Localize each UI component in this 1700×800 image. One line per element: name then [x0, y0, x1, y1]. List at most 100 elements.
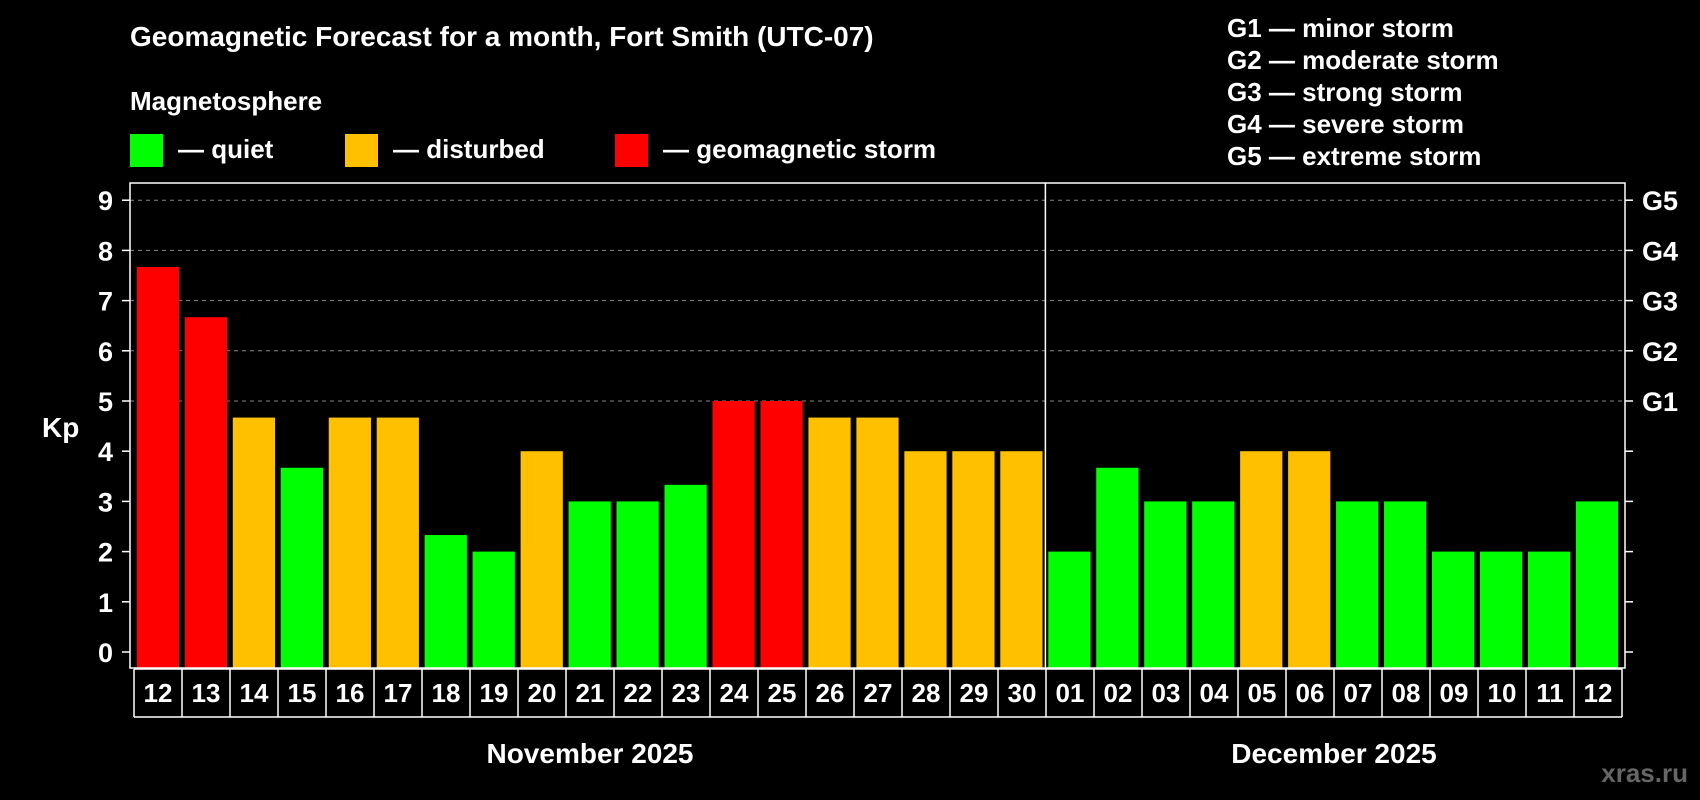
grid — [130, 199, 1625, 402]
right-axis-label-g2: G2 — [1642, 337, 1678, 367]
bar-29 — [1527, 551, 1571, 668]
watermark: xras.ru — [1601, 758, 1688, 788]
bar-15 — [856, 417, 899, 668]
legend-label: — geomagnetic storm — [663, 134, 936, 164]
storm-scale-item: G2 — moderate storm — [1227, 45, 1499, 75]
bar-13 — [760, 401, 803, 668]
y-tick-label: 3 — [98, 487, 113, 517]
bar-5 — [376, 417, 419, 668]
bar-27 — [1432, 551, 1475, 668]
right-axis-label-g4: G4 — [1642, 236, 1678, 266]
x-tick-label: 01 — [1056, 678, 1085, 708]
y-tick-label: 0 — [98, 638, 113, 668]
x-tick-label: 13 — [192, 678, 221, 708]
chart-title: Geomagnetic Forecast for a month, Fort S… — [130, 21, 874, 52]
x-tick-label: 28 — [912, 678, 941, 708]
bar-9 — [568, 501, 611, 668]
x-tick-label: 11 — [1536, 678, 1564, 708]
bar-21 — [1144, 501, 1187, 668]
bar-4 — [328, 417, 371, 668]
bar-2 — [232, 417, 276, 668]
right-axis-label-g5: G5 — [1642, 186, 1678, 216]
x-tick-label: 03 — [1152, 678, 1181, 708]
x-tick-label: 15 — [288, 678, 317, 708]
month-labels: November 2025 December 2025 — [486, 738, 1436, 769]
bar-11 — [664, 484, 707, 668]
right-axis-label-g3: G3 — [1642, 287, 1678, 317]
bar-1 — [184, 317, 228, 668]
x-tick-label: 04 — [1200, 678, 1229, 708]
x-tick-label: 24 — [720, 678, 749, 708]
y-tick-label: 2 — [98, 538, 113, 568]
bar-17 — [952, 451, 995, 668]
bar-19 — [1048, 551, 1091, 668]
x-tick-label: 18 — [432, 678, 461, 708]
bar-14 — [808, 417, 851, 668]
storm-scale-item: G5 — extreme storm — [1227, 141, 1481, 171]
x-tick-label: 30 — [1008, 678, 1037, 708]
bar-6 — [424, 535, 467, 668]
plot-frame — [129, 182, 1626, 669]
x-tick-label: 19 — [480, 678, 509, 708]
bar-20 — [1096, 467, 1139, 668]
y-tick-label: 5 — [98, 387, 113, 417]
legend-label: — quiet — [178, 134, 274, 164]
bars — [136, 266, 1619, 668]
month-label: November 2025 — [486, 738, 693, 769]
x-tick-label: 08 — [1392, 678, 1421, 708]
storm-scale-item: G4 — severe storm — [1227, 109, 1464, 139]
right-axis-label-g1: G1 — [1642, 387, 1678, 417]
x-tick-label: 29 — [960, 678, 989, 708]
legend: — quiet — disturbed — geomagnetic storm — [130, 134, 936, 167]
x-tick-label: 20 — [528, 678, 557, 708]
x-tick-label: 05 — [1248, 678, 1277, 708]
x-tick-label: 12 — [1584, 678, 1613, 708]
bar-16 — [904, 451, 947, 668]
x-tick-label: 06 — [1296, 678, 1325, 708]
x-tick-label: 16 — [336, 678, 365, 708]
x-tick-label: 02 — [1104, 678, 1133, 708]
y-tick-label: 4 — [98, 437, 113, 467]
y-tick-label: 8 — [98, 236, 113, 266]
bar-10 — [616, 501, 659, 668]
legend-title: Magnetosphere — [130, 86, 322, 116]
storm-scale-item: G3 — strong storm — [1227, 77, 1462, 107]
bar-7 — [472, 551, 515, 668]
bar-8 — [520, 451, 563, 668]
x-tick-label: 14 — [240, 678, 269, 708]
legend-swatch — [615, 134, 648, 167]
bar-0 — [136, 266, 180, 668]
x-tick-label: 10 — [1488, 678, 1517, 708]
bar-28 — [1479, 551, 1523, 668]
x-tick-label: 22 — [624, 678, 653, 708]
y-tick-label: 9 — [98, 186, 113, 216]
storm-scale-item: G1 — minor storm — [1227, 13, 1454, 43]
y-axis-label: Kp — [42, 412, 79, 443]
bar-26 — [1384, 501, 1427, 668]
x-tick-label: 21 — [576, 678, 605, 708]
bar-24 — [1288, 451, 1331, 668]
x-tick-label: 23 — [672, 678, 701, 708]
x-tick-label: 07 — [1344, 678, 1373, 708]
bar-30 — [1575, 501, 1619, 668]
x-tick-label: 17 — [384, 678, 413, 708]
x-tick-label: 25 — [768, 678, 797, 708]
bar-18 — [1000, 451, 1043, 668]
legend-label: — disturbed — [393, 134, 545, 164]
y-tick-label: 1 — [98, 588, 113, 618]
y-tick-label: 7 — [98, 287, 113, 317]
x-tick-label: 26 — [816, 678, 845, 708]
legend-swatch — [130, 134, 163, 167]
x-tick-label: 09 — [1440, 678, 1469, 708]
bar-25 — [1336, 501, 1379, 668]
y-tick-label: 6 — [98, 337, 113, 367]
month-label: December 2025 — [1231, 738, 1436, 769]
bar-23 — [1240, 451, 1283, 668]
bar-12 — [712, 401, 755, 668]
bar-22 — [1192, 501, 1235, 668]
x-tick-label: 27 — [864, 678, 893, 708]
x-tick-label: 12 — [144, 678, 173, 708]
